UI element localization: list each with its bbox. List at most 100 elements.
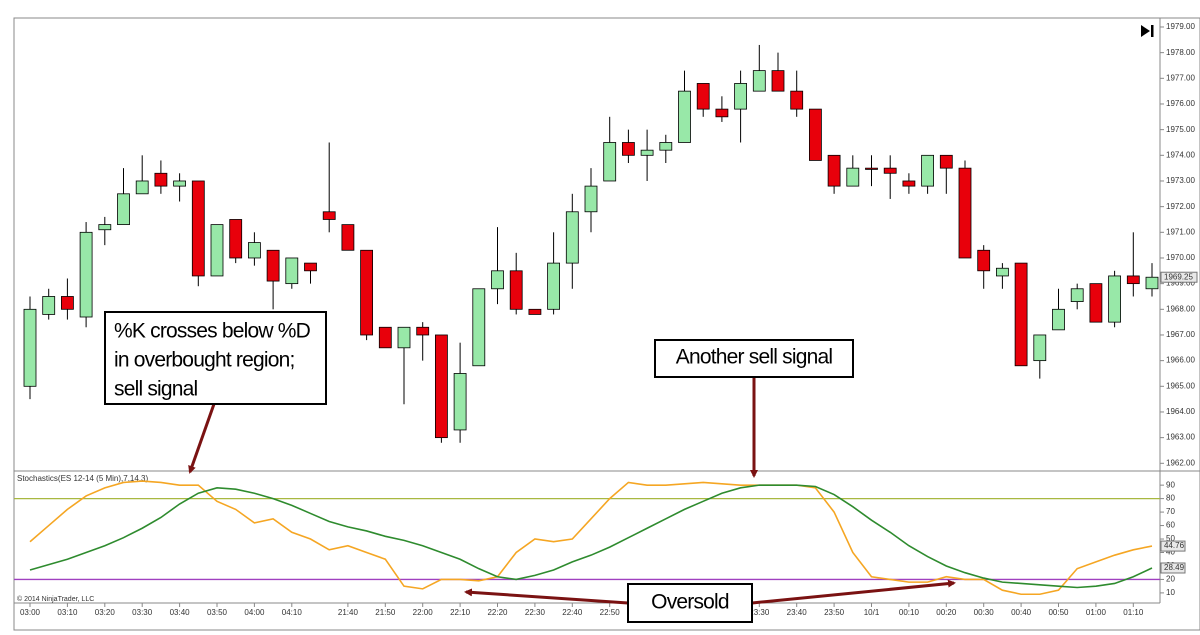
y-tick-label: 10 <box>1166 588 1175 597</box>
annotation-text: Oversold <box>651 591 729 614</box>
y-tick-label: 1968.00 <box>1166 304 1195 313</box>
y-tick-label: 90 <box>1166 480 1175 489</box>
y-tick-label: 50 <box>1166 534 1175 543</box>
candle-body <box>98 224 112 231</box>
candle-body <box>809 108 822 161</box>
x-tick-label: 01:00 <box>1086 608 1107 617</box>
y-tick-label: 40 <box>1166 548 1175 557</box>
candle-body <box>360 249 374 336</box>
y-tick-label: 1973.00 <box>1166 176 1195 185</box>
candle-body <box>715 108 729 118</box>
candle-body <box>921 154 934 187</box>
candle-body <box>491 270 504 290</box>
y-tick-label: 1967.00 <box>1166 330 1195 339</box>
y-tick-label: 1979.00 <box>1166 22 1195 31</box>
x-tick-label: 01:10 <box>1123 608 1144 617</box>
y-tick-label: 80 <box>1166 494 1175 503</box>
x-tick-label: 00:30 <box>974 608 995 617</box>
candle-body <box>434 334 448 439</box>
candle-body <box>453 373 467 431</box>
scroll-end-icon[interactable] <box>1141 25 1154 37</box>
candle-body <box>472 288 486 367</box>
y-tick-label: 1977.00 <box>1166 73 1195 82</box>
x-tick-label: 03:20 <box>95 608 116 617</box>
x-tick-label: 04:10 <box>282 608 303 617</box>
x-tick-label: 04:00 <box>244 608 265 617</box>
candle-body <box>827 154 841 187</box>
annotation-text: in overbought region; <box>114 349 295 372</box>
candle-body <box>247 242 261 259</box>
y-tick-label: 1964.00 <box>1166 407 1195 416</box>
annotation-text: Another sell signal <box>676 346 833 369</box>
candle-body <box>790 90 804 110</box>
candle-body <box>752 70 766 92</box>
x-tick-label: 23:50 <box>824 608 845 617</box>
candle-body <box>1070 288 1084 303</box>
candle-body <box>678 90 691 143</box>
y-tick-label: 1965.00 <box>1166 381 1195 390</box>
x-tick-label: 22:20 <box>487 608 508 617</box>
candle-body <box>902 180 916 187</box>
x-tick-label: 03:10 <box>57 608 78 617</box>
candle-body <box>117 193 130 226</box>
candle-body <box>584 185 598 213</box>
x-tick-label: 21:50 <box>375 608 396 617</box>
last-price-box <box>1160 271 1198 283</box>
candle-body <box>1089 283 1103 323</box>
annotation-text: sell signal <box>114 378 198 401</box>
y-tick-label: 1976.00 <box>1166 99 1195 108</box>
annotation-box <box>104 311 327 405</box>
y-tick-label: 60 <box>1166 521 1175 530</box>
candle-body <box>939 154 953 169</box>
indicator-title: Stochastics(ES 12-14 (5 Min),7,14,3) <box>17 474 149 483</box>
y-tick-label: 1978.00 <box>1166 48 1195 57</box>
y-tick-label: 1975.00 <box>1166 125 1195 134</box>
candle-body <box>547 262 560 310</box>
candle-body <box>977 249 991 272</box>
x-tick-label: 03:40 <box>170 608 191 617</box>
y-tick-label: 1962.00 <box>1166 458 1195 467</box>
candle-body <box>696 83 710 110</box>
candle-body <box>42 296 56 315</box>
candle-body <box>958 167 972 259</box>
candle-body <box>154 172 168 187</box>
x-tick-label: 03:50 <box>207 608 228 617</box>
candle-body <box>304 262 317 272</box>
candle-body <box>285 257 299 285</box>
x-tick-label: 03:00 <box>20 608 41 617</box>
x-tick-label: 22:00 <box>413 608 434 617</box>
candle-body <box>191 180 205 277</box>
y-tick-label: 70 <box>1166 507 1175 516</box>
candle-body <box>341 224 355 251</box>
stoch-line <box>29 480 1153 596</box>
last-value-box <box>1160 562 1186 574</box>
candle-body <box>1014 262 1028 367</box>
candle-body <box>659 142 673 151</box>
x-tick-label: 03:30 <box>132 608 153 617</box>
candle-body <box>322 211 336 220</box>
candle-body <box>229 219 243 259</box>
candle-body <box>603 142 617 182</box>
candle-body <box>640 149 654 156</box>
y-tick-label: 1971.00 <box>1166 227 1195 236</box>
candle-body <box>1033 334 1047 362</box>
candle-body <box>266 249 280 282</box>
candle-body <box>397 326 411 349</box>
candle-body <box>378 326 392 349</box>
annotation-arrow <box>751 579 956 605</box>
y-tick-label: 20 <box>1166 575 1175 584</box>
y-tick-label: 1969.00 <box>1166 279 1195 288</box>
y-tick-label: 1966.00 <box>1166 356 1195 365</box>
annotation-box <box>654 339 854 378</box>
copyright: © 2014 NinjaTrader, LLC <box>17 595 94 603</box>
candle-body <box>1126 275 1140 285</box>
candle-body <box>509 270 523 310</box>
x-tick-label: 00:20 <box>936 608 957 617</box>
candle-body <box>79 231 93 318</box>
x-tick-label: 23:30 <box>749 608 770 617</box>
candle-body <box>622 142 635 156</box>
candle-body <box>996 267 1009 277</box>
x-tick-label: 23:40 <box>787 608 808 617</box>
last-value-label: 28.49 <box>1164 563 1185 572</box>
last-value-box <box>1160 540 1186 552</box>
